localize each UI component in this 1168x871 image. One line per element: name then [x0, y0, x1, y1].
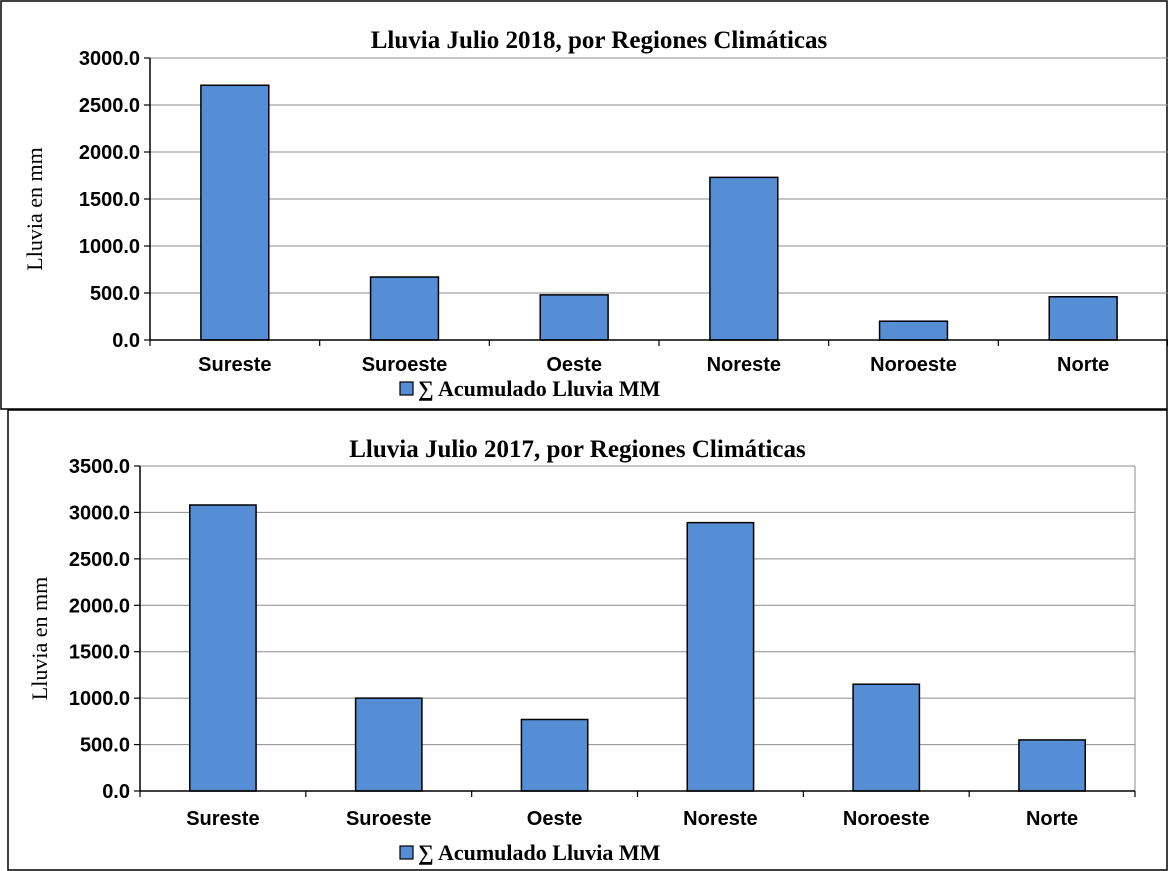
x-tick-label: Sureste: [186, 808, 259, 830]
x-tick-label: Norte: [1057, 354, 1109, 376]
chart-frame-2018: [0, 0, 1168, 410]
y-tick-label: 2500.0: [79, 95, 140, 117]
x-tick-label: Noreste: [707, 354, 781, 376]
y-tick-label: 3000.0: [79, 48, 140, 70]
bar-noreste: [709, 176, 779, 341]
bar-noreste: [686, 521, 755, 792]
bar-noroeste: [852, 683, 921, 792]
chart-title: Lluvia Julio 2018, por Regiones Climátic…: [371, 27, 828, 54]
bar-suroeste: [354, 697, 423, 792]
y-tick-label: 0.0: [102, 781, 130, 803]
bar-norte: [1048, 296, 1118, 341]
bar-norte: [1018, 739, 1087, 792]
bar-suroeste: [369, 276, 440, 341]
y-tick-label: 500.0: [80, 735, 130, 757]
y-tick-label: 3500.0: [69, 456, 130, 478]
legend-label: ∑ Acumulado Lluvia MM: [418, 840, 661, 865]
bar-sureste: [200, 84, 270, 341]
x-tick-label: Noroeste: [843, 808, 930, 830]
chart-2017: Lluvia Julio 2017, por Regiones Climátic…: [27, 436, 1136, 865]
y-tick-label: 0.0: [112, 330, 140, 352]
bar-sureste: [189, 504, 257, 792]
x-tick-label: Noroeste: [870, 354, 957, 376]
chart-2018: Lluvia Julio 2018, por Regiones Climátic…: [22, 27, 1168, 401]
x-tick-label: Noreste: [683, 808, 757, 830]
x-tick-label: Suroeste: [362, 354, 448, 376]
legend-label: ∑ Acumulado Lluvia MM: [418, 376, 661, 401]
x-tick-label: Norte: [1026, 808, 1078, 830]
chart-frame-2017: [7, 409, 1168, 871]
y-tick-label: 2000.0: [69, 595, 130, 617]
x-tick-label: Sureste: [198, 354, 271, 376]
bar-noroeste: [878, 320, 949, 341]
y-tick-label: 1500.0: [79, 189, 140, 211]
y-axis-label: Lluvia en mm: [27, 577, 52, 700]
y-tick-label: 3000.0: [69, 502, 130, 524]
legend-swatch: [399, 845, 414, 860]
y-tick-label: 1000.0: [69, 688, 130, 710]
y-tick-label: 1500.0: [69, 642, 130, 664]
chart-title: Lluvia Julio 2017, por Regiones Climátic…: [349, 436, 806, 463]
legend-swatch: [399, 381, 414, 396]
x-tick-label: Oeste: [527, 808, 583, 830]
y-tick-label: 2500.0: [69, 549, 130, 571]
bar-oeste: [520, 718, 589, 792]
x-tick-label: Oeste: [546, 354, 602, 376]
y-tick-label: 1000.0: [79, 236, 140, 258]
y-axis-label: Lluvia en mm: [22, 147, 47, 270]
y-tick-label: 2000.0: [79, 142, 140, 164]
bar-oeste: [539, 294, 609, 341]
y-tick-label: 500.0: [90, 283, 140, 305]
x-tick-label: Suroeste: [346, 808, 432, 830]
